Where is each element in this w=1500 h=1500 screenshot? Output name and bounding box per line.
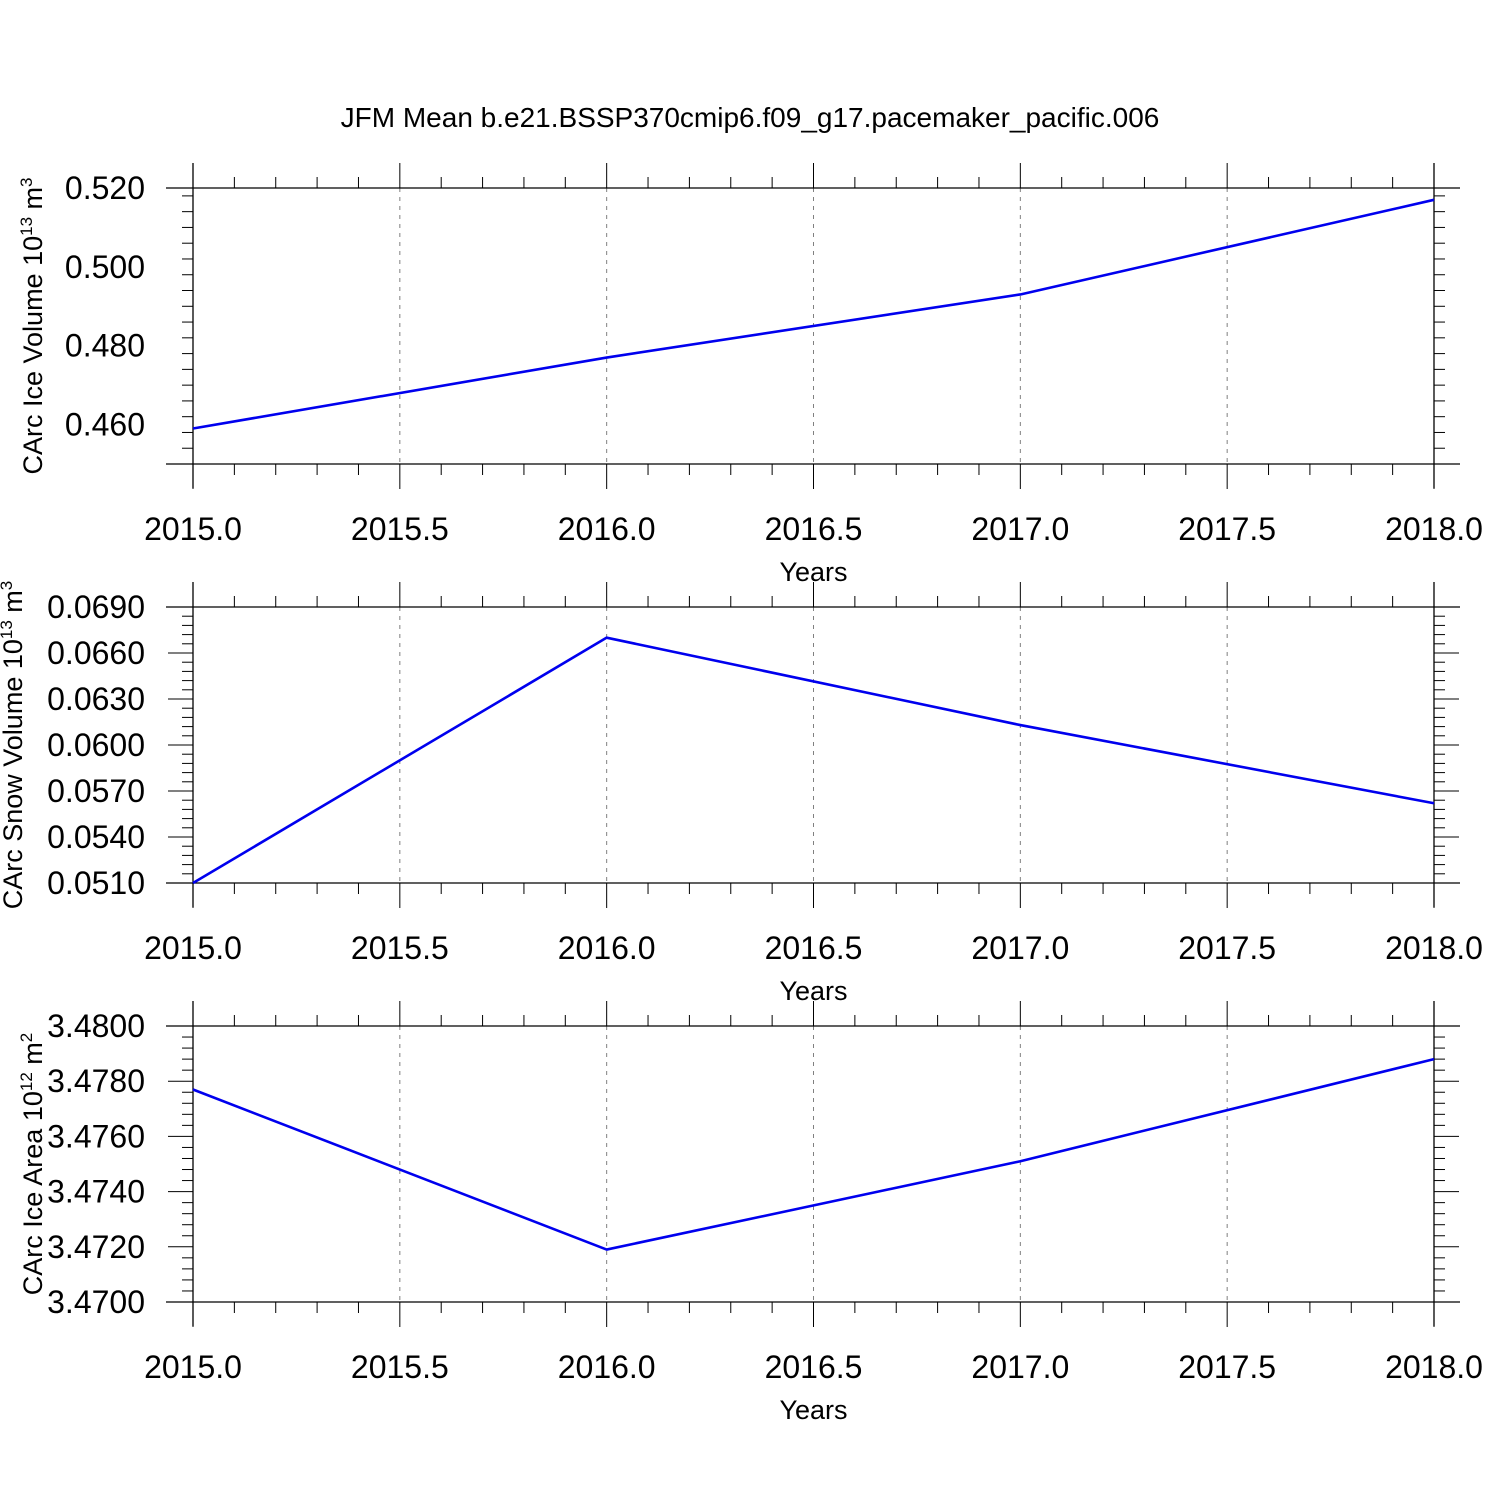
panel-1: 2015.0 2015.5 2016.0 2016.5 2017.0 2017.5 2018…	[17, 163, 1483, 587]
x-tick-label: 2017.5	[1178, 511, 1276, 547]
y-axis-title: CArc Ice Area 1012 m2	[17, 1033, 48, 1296]
y-axis-title-superscript: 3	[0, 581, 16, 590]
x-tick-label: 2017.0	[971, 511, 1069, 547]
series-line	[192, 198, 1435, 430]
y-axis-title: CArc Snow Volume 1013 m3	[0, 581, 28, 910]
y-tick-label: 0.520	[65, 170, 145, 206]
y-tick-label: 0.0540	[47, 819, 145, 855]
y-axis-title-superscript: 3	[17, 177, 36, 186]
y-tick-label: 3.4800	[47, 1008, 145, 1044]
y-axis-title-superscript: 12	[17, 1072, 36, 1091]
x-tick-label: 2017.0	[971, 1349, 1069, 1385]
y-tick-label: 3.4720	[47, 1229, 145, 1265]
x-tick-label: 2017.0	[971, 930, 1069, 966]
y-axis-title-part: m	[18, 1042, 48, 1072]
x-tick-label: 2016.0	[558, 511, 656, 547]
x-tick-label: 2017.5	[1178, 930, 1276, 966]
x-tick-label: 2016.5	[765, 511, 863, 547]
y-tick-label: 3.4760	[47, 1118, 145, 1154]
y-axis-title-superscript: 13	[17, 217, 36, 236]
x-tick-label: 2018.0	[1385, 930, 1483, 966]
x-tick-label: 2018.0	[1385, 1349, 1483, 1385]
y-tick-label: 0.0510	[47, 865, 145, 901]
panels: 2015.0 2015.5 2016.0 2016.5 2017.0 2017.5 2018…	[0, 163, 1483, 1425]
x-tick-label: 2015.5	[351, 930, 449, 966]
y-tick-label: 0.0570	[47, 773, 145, 809]
x-axis-title: Years	[779, 1395, 847, 1425]
y-tick-label: 0.480	[65, 328, 145, 364]
x-tick-label: 2016.0	[558, 930, 656, 966]
panel-2: 2015.0 2015.5 2016.0 2016.5 2017.0 2017.5 2018…	[0, 581, 1483, 1006]
x-tick-label: 2015.0	[144, 1349, 242, 1385]
x-tick-label: 2016.5	[765, 930, 863, 966]
panel-3: 2015.0 2015.5 2016.0 2016.5 2017.0 2017.5 2018…	[17, 1001, 1483, 1425]
y-axis-title-part: m	[0, 590, 28, 620]
x-tick-label: 2015.5	[351, 511, 449, 547]
x-tick-label: 2015.0	[144, 930, 242, 966]
y-axis-title-part: CArc Ice Area 10	[18, 1091, 48, 1295]
series-line	[192, 1057, 1435, 1251]
x-tick-label: 2018.0	[1385, 511, 1483, 547]
x-tick-label: 2015.5	[351, 1349, 449, 1385]
y-axis-title-part: CArc Snow Volume 10	[0, 639, 28, 909]
x-tick-label: 2017.5	[1178, 1349, 1276, 1385]
y-axis-title-superscript: 13	[0, 620, 16, 639]
y-tick-label: 3.4780	[47, 1063, 145, 1099]
y-axis-title-part: m	[18, 187, 48, 217]
y-tick-label: 0.0630	[47, 681, 145, 717]
y-axis-title-part: CArc Ice Volume 10	[18, 236, 48, 475]
chart-title: JFM Mean b.e21.BSSP370cmip6.f09_g17.pace…	[341, 102, 1160, 133]
y-tick-label: 3.4740	[47, 1174, 145, 1210]
series-line	[192, 636, 1435, 885]
x-tick-label: 2015.0	[144, 511, 242, 547]
x-tick-label: 2016.5	[765, 1349, 863, 1385]
y-tick-label: 0.500	[65, 249, 145, 285]
x-tick-label: 2016.0	[558, 1349, 656, 1385]
y-tick-label: 0.460	[65, 407, 145, 443]
y-tick-label: 0.0690	[47, 589, 145, 625]
y-tick-label: 3.4700	[47, 1284, 145, 1320]
y-tick-label: 0.0660	[47, 635, 145, 671]
y-axis-title: CArc Ice Volume 1013 m3	[17, 177, 48, 474]
y-tick-label: 0.0600	[47, 727, 145, 763]
y-axis-title-superscript: 2	[17, 1033, 36, 1042]
